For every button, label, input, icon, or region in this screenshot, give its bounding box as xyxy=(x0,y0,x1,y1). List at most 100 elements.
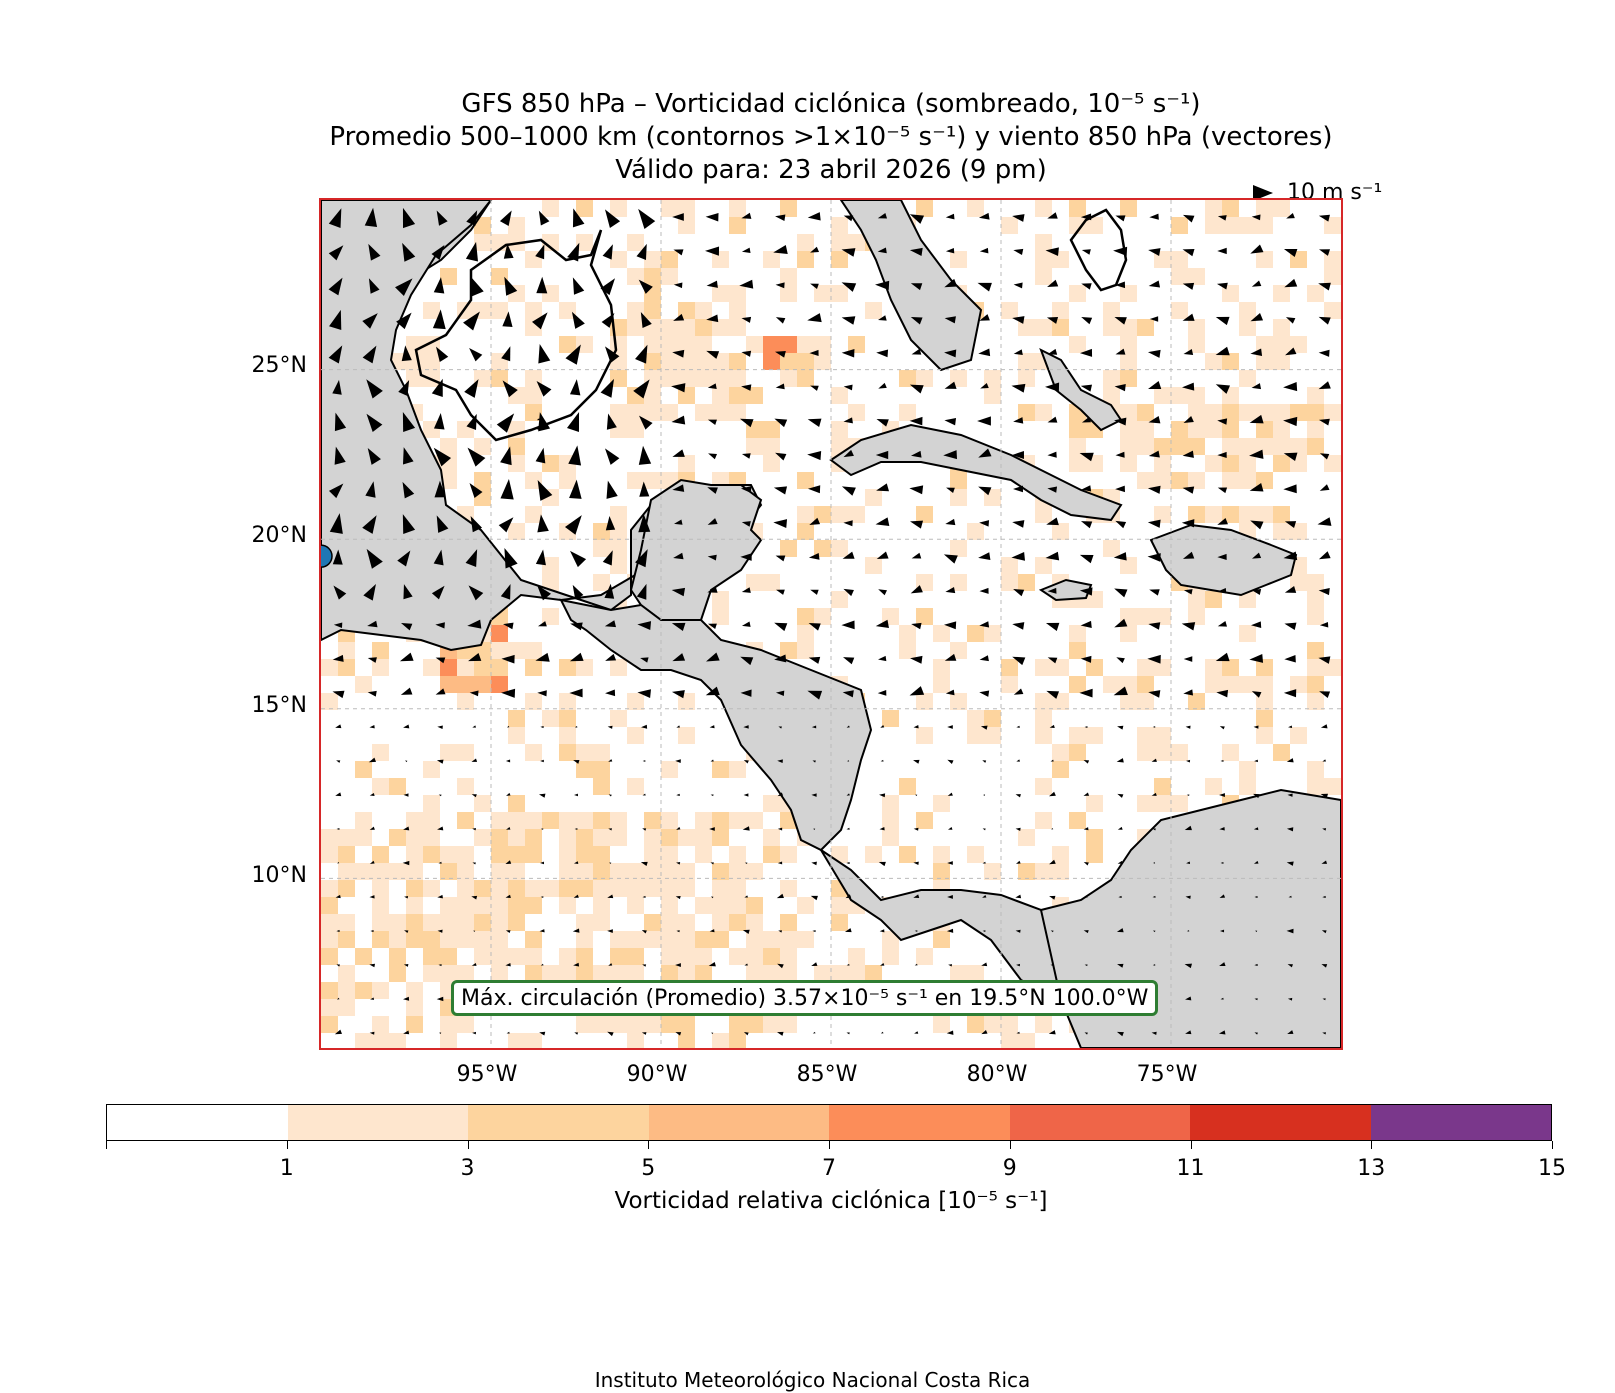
vorticity-cell xyxy=(610,829,627,846)
wind-vector xyxy=(1217,451,1227,459)
vorticity-cell xyxy=(831,387,848,404)
vorticity-cell xyxy=(542,574,559,591)
vorticity-cell xyxy=(780,914,797,931)
vorticity-cell xyxy=(729,285,746,302)
wind-vector xyxy=(1045,622,1060,631)
wind-vector xyxy=(1081,317,1093,325)
vorticity-cell xyxy=(780,948,797,965)
wind-vector xyxy=(880,963,885,966)
vorticity-cell xyxy=(321,693,338,710)
wind-vector xyxy=(812,930,816,933)
wind-vector xyxy=(468,652,482,662)
wind-vector xyxy=(1079,452,1094,462)
vorticity-cell xyxy=(831,234,848,251)
wind-vector xyxy=(1254,998,1258,1001)
lon-label-85w: 85°W xyxy=(796,1062,858,1087)
wind-vector xyxy=(503,622,514,630)
vorticity-cell xyxy=(1137,659,1154,676)
vorticity-cell xyxy=(950,472,967,489)
wind-vector xyxy=(777,827,783,831)
vorticity-cell xyxy=(1239,302,1256,319)
wind-vector xyxy=(328,345,343,364)
vorticity-cell xyxy=(1171,302,1188,319)
wind-vector xyxy=(438,964,442,967)
vorticity-cell xyxy=(440,438,457,455)
wind-vector xyxy=(1320,724,1328,729)
vorticity-cell xyxy=(831,217,848,234)
wind-vector xyxy=(1015,827,1021,831)
wind-vector xyxy=(1249,414,1264,424)
vorticity-cell xyxy=(746,438,763,455)
vorticity-cell xyxy=(661,812,678,829)
vorticity-cell xyxy=(695,370,712,387)
wind-vector xyxy=(707,623,717,629)
vorticity-cell xyxy=(780,642,797,659)
vorticity-cell xyxy=(627,778,644,795)
wind-vector xyxy=(879,793,886,798)
wind-vector xyxy=(1083,759,1090,764)
wind-vector xyxy=(1015,929,1021,933)
vorticity-cell xyxy=(695,965,712,982)
vorticity-cell xyxy=(1256,217,1273,234)
wind-vector xyxy=(977,416,991,426)
wind-vector xyxy=(436,515,449,533)
lon-label-95w: 95°W xyxy=(456,1062,518,1087)
vorticity-cell xyxy=(440,965,457,982)
vorticity-cell xyxy=(1188,472,1205,489)
vorticity-cell xyxy=(440,846,457,863)
wind-vector xyxy=(1219,726,1225,730)
wind-vector xyxy=(911,348,922,355)
wind-vector xyxy=(565,344,581,365)
vorticity-cell xyxy=(1307,421,1324,438)
vorticity-cell xyxy=(780,880,797,897)
vorticity-cell xyxy=(1137,608,1154,625)
wind-vector xyxy=(981,962,988,967)
wind-vector xyxy=(636,243,647,260)
wind-vector xyxy=(1217,487,1228,494)
vorticity-cell xyxy=(1188,438,1205,455)
wind-vector xyxy=(369,1031,375,1035)
vorticity-cell xyxy=(474,370,491,387)
wind-vector xyxy=(1147,654,1161,664)
wind-vector xyxy=(502,311,513,328)
vorticity-cell xyxy=(644,931,661,948)
vorticity-cell xyxy=(916,812,933,829)
vorticity-cell xyxy=(1239,319,1256,336)
vorticity-cell xyxy=(610,506,627,523)
wind-vector xyxy=(362,515,377,534)
vorticity-cell xyxy=(1205,506,1222,523)
wind-vector xyxy=(1047,416,1058,423)
vorticity-cell xyxy=(525,387,542,404)
vorticity-cell xyxy=(1035,319,1052,336)
vorticity-cell xyxy=(678,319,695,336)
vorticity-cell xyxy=(882,795,899,812)
wind-vector xyxy=(945,213,955,220)
wind-vector xyxy=(642,964,647,967)
wind-vector xyxy=(707,586,718,593)
vorticity-cell xyxy=(1052,846,1069,863)
vorticity-cell xyxy=(1035,251,1052,268)
colorbar-tick xyxy=(1190,1141,1192,1149)
wind-vector xyxy=(498,517,514,533)
wind-vector xyxy=(604,583,615,599)
wind-vector xyxy=(642,895,646,898)
vorticity-cell xyxy=(1171,438,1188,455)
wind-vector xyxy=(367,620,378,628)
vorticity-cell xyxy=(712,829,729,846)
vorticity-cell xyxy=(661,931,678,948)
vorticity-cell xyxy=(831,965,848,982)
vorticity-cell xyxy=(763,948,780,965)
colorbar-tick xyxy=(286,1141,288,1149)
vorticity-cell xyxy=(440,659,457,676)
vorticity-cell xyxy=(423,846,440,863)
wind-vector xyxy=(1013,417,1024,424)
wind-vector xyxy=(337,862,340,864)
wind-vector xyxy=(1220,759,1224,762)
wind-vector xyxy=(947,725,953,729)
wind-vector xyxy=(1217,418,1228,425)
vorticity-cell xyxy=(644,387,661,404)
vorticity-cell xyxy=(406,931,423,948)
wind-vector xyxy=(633,379,650,399)
vorticity-cell xyxy=(525,404,542,421)
vorticity-cell xyxy=(440,897,457,914)
